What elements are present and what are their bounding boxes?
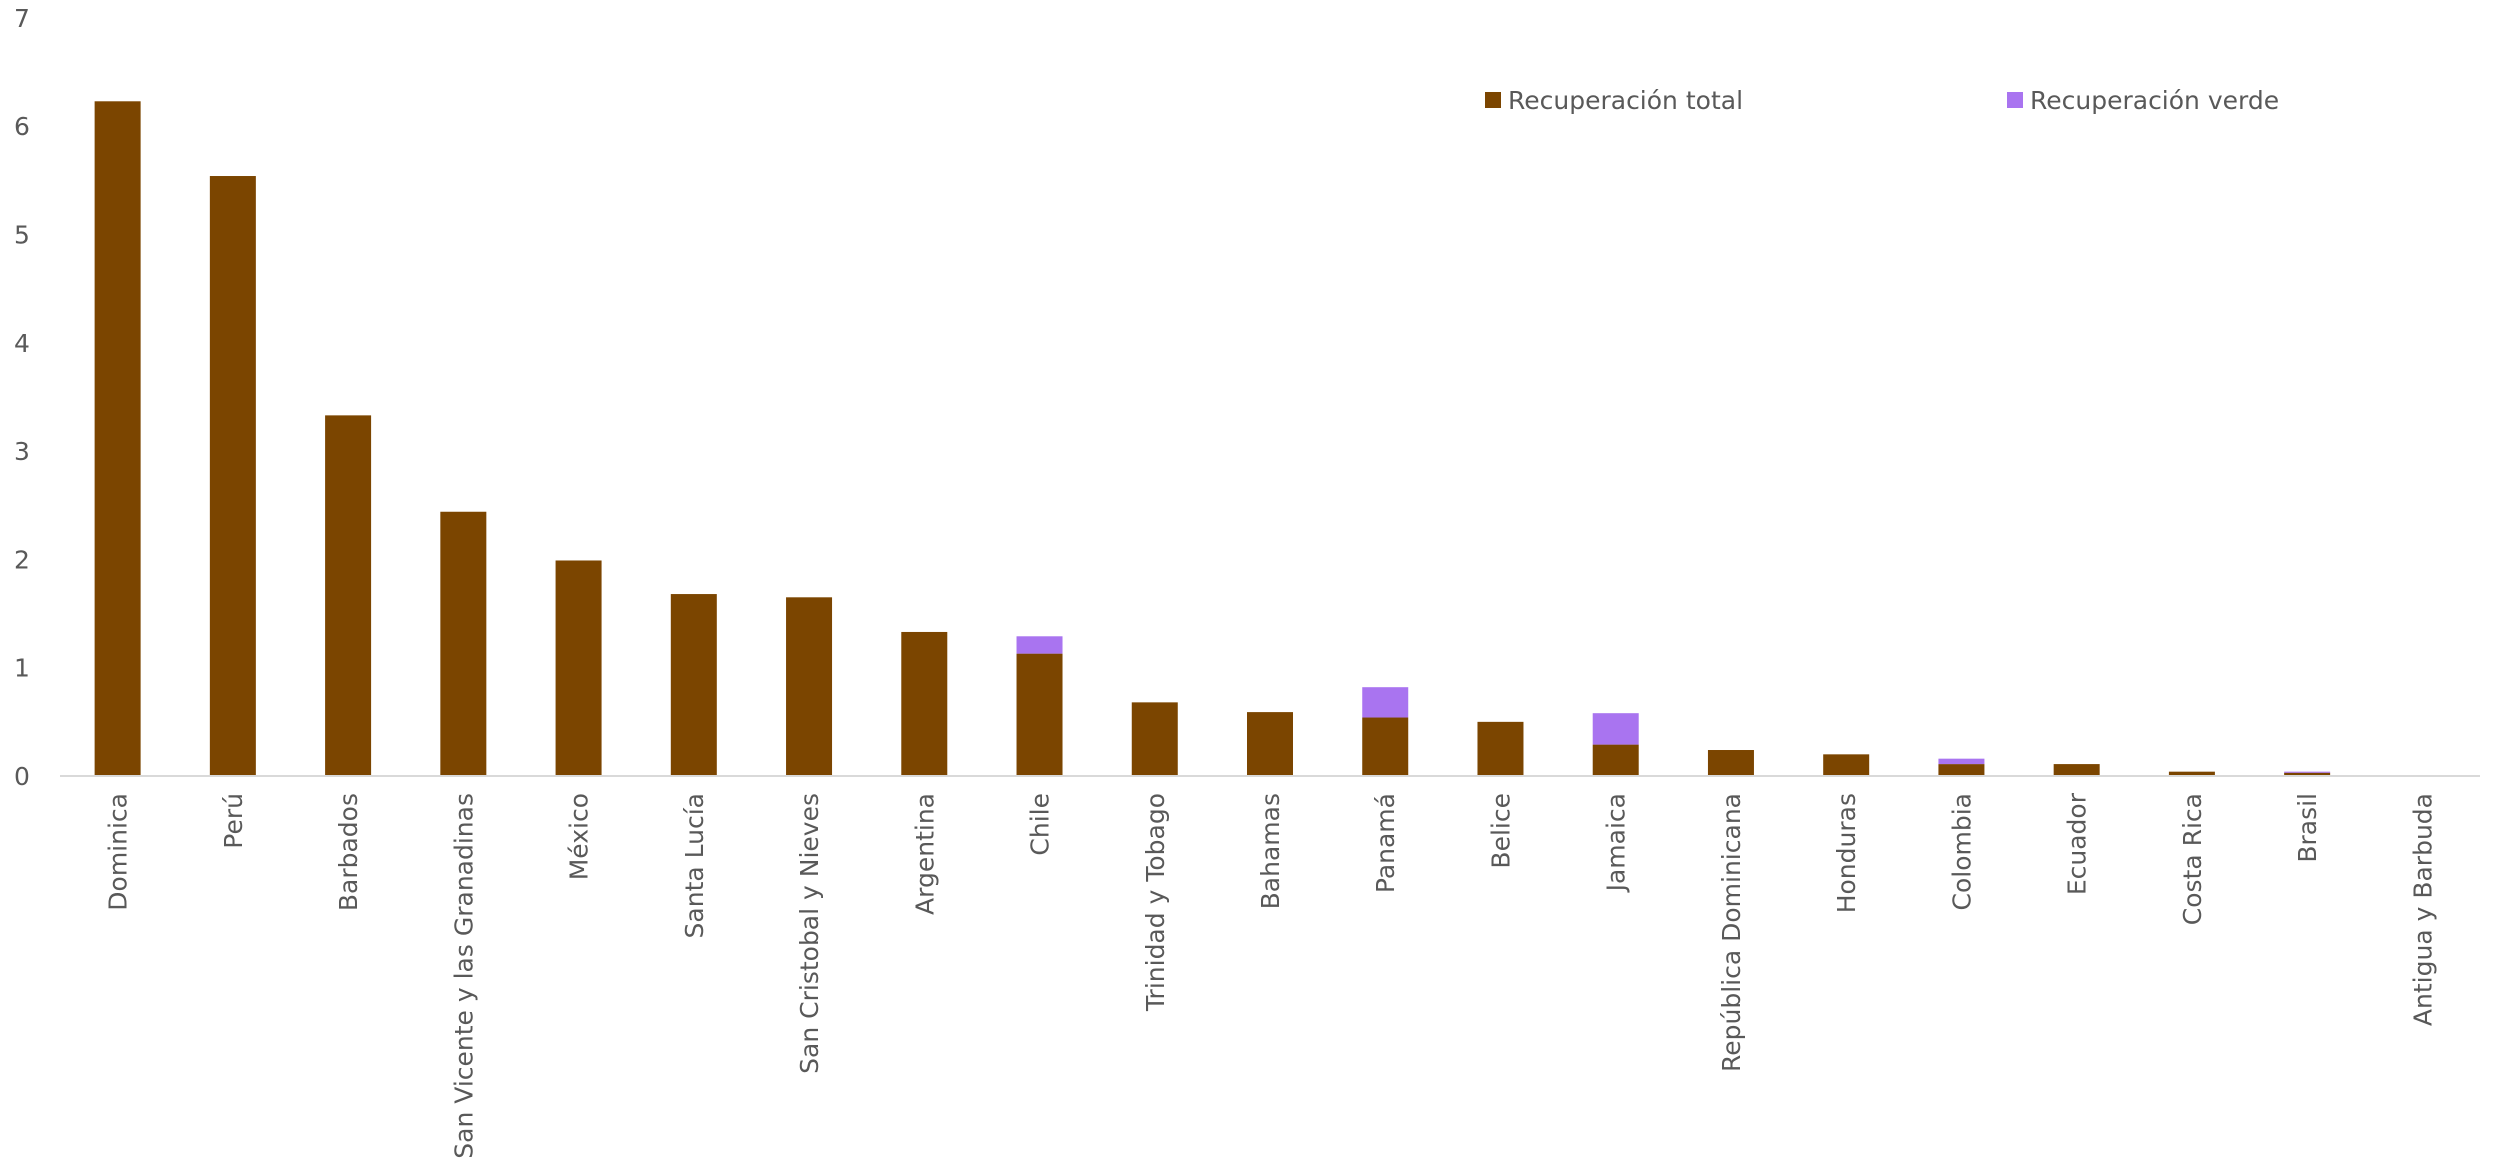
x-tick-label: República Dominicana — [1717, 793, 1746, 1072]
bar-total-14 — [1708, 750, 1754, 776]
x-tick-label: Santa Lucía — [680, 793, 709, 938]
bar-green-8 — [1017, 636, 1063, 653]
bar-total-2 — [325, 415, 371, 776]
bar-total-10 — [1247, 712, 1293, 776]
bar-total-17 — [2054, 764, 2100, 776]
legend-swatch-total — [1485, 92, 1501, 108]
legend-label-total: Recuperación total — [1508, 86, 1743, 115]
legend-label-green: Recuperación verde — [2030, 86, 2279, 115]
y-tick-label: 5 — [14, 221, 30, 250]
y-tick-label: 3 — [14, 437, 30, 466]
bar-green-16 — [1938, 759, 1984, 764]
x-tick-label: Barbados — [334, 793, 363, 911]
x-tick-label: Honduras — [1832, 793, 1861, 913]
bar-total-0 — [95, 101, 141, 776]
bar-total-5 — [671, 594, 717, 776]
x-tick-label: Ecuador — [2063, 792, 2092, 895]
x-tick-label: Chile — [1026, 793, 1055, 856]
x-tick-label: Panamá — [1371, 793, 1400, 893]
legend: Recuperación total Recuperación verde — [1485, 86, 2279, 115]
x-tick-label: Perú — [219, 793, 248, 849]
x-tick-label: Argentina — [910, 793, 939, 915]
y-tick-label: 1 — [14, 654, 30, 683]
bar-total-7 — [901, 632, 947, 776]
bar-total-3 — [440, 512, 486, 776]
y-tick-label: 2 — [14, 545, 30, 574]
x-tick-label: Brasil — [2293, 793, 2322, 863]
x-tick-label: Costa Rica — [2178, 793, 2207, 925]
legend-item-total: Recuperación total — [1485, 86, 1743, 115]
x-tick-label: México — [565, 793, 594, 880]
x-tick-label: Antigua y Barbuda — [2408, 793, 2437, 1026]
y-axis: 0 1 2 3 4 5 6 7 — [14, 4, 30, 791]
bar-total-15 — [1823, 754, 1869, 776]
bars — [95, 101, 2331, 776]
bar-total-11 — [1362, 718, 1408, 776]
bar-total-8 — [1017, 654, 1063, 776]
y-tick-label: 6 — [14, 112, 30, 141]
bar-green-11 — [1362, 687, 1408, 717]
bar-total-9 — [1132, 702, 1178, 776]
legend-swatch-green — [2007, 92, 2023, 108]
x-tick-label: San Vicente y las Granadinas — [449, 793, 478, 1159]
y-tick-label: 4 — [14, 329, 30, 358]
bar-total-4 — [556, 560, 602, 776]
y-tick-label: 0 — [14, 762, 30, 791]
x-tick-label: Belice — [1486, 793, 1515, 869]
bar-total-16 — [1938, 764, 1984, 776]
bar-total-13 — [1593, 745, 1639, 776]
x-tick-label: Colombia — [1947, 793, 1976, 910]
bar-green-19 — [2284, 772, 2330, 773]
y-tick-label: 7 — [14, 4, 30, 33]
bar-total-1 — [210, 176, 256, 776]
bar-green-13 — [1593, 713, 1639, 744]
x-tick-label: Bahamas — [1256, 793, 1285, 909]
x-tick-label: Trinidad y Tobago — [1141, 793, 1170, 1012]
bar-total-12 — [1477, 722, 1523, 776]
bar-total-6 — [786, 597, 832, 776]
x-tick-label: Jamaica — [1602, 793, 1631, 893]
x-tick-label: San Cristobal y Nieves — [795, 793, 824, 1074]
legend-item-green: Recuperación verde — [2007, 86, 2279, 115]
x-axis-labels: Dominica Perú Barbados San Vicente y las Gr… — [104, 792, 2438, 1158]
x-tick-label: Dominica — [104, 793, 133, 911]
